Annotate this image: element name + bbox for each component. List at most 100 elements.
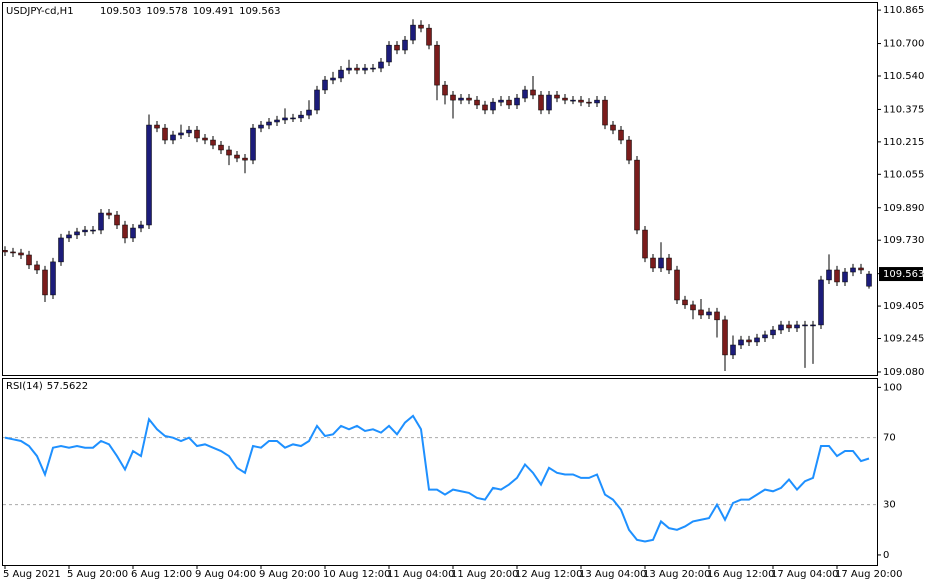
y-tick-label: 110.540 [883, 71, 924, 82]
candle-body [290, 117, 296, 120]
candle-body [754, 337, 760, 343]
x-tick-label: 17 Aug 20:00 [835, 569, 902, 580]
candle-body [106, 212, 112, 216]
price-label-box [879, 267, 923, 282]
y-tick-label: 110.215 [883, 137, 924, 148]
candle-body [218, 144, 224, 151]
candle-body [10, 251, 16, 254]
x-tick-label: 11 Aug 04:00 [387, 569, 454, 580]
candle-body [706, 311, 712, 316]
candle-body [338, 69, 344, 79]
candle-body [330, 77, 336, 81]
x-tick-label: 6 Aug 12:00 [131, 569, 192, 580]
candle-body [786, 324, 792, 329]
y-tick-label: 110.375 [883, 104, 924, 115]
y-tick-label: 109.730 [883, 235, 924, 246]
candle-body [114, 214, 120, 226]
candle-body [762, 334, 768, 339]
candle-body [42, 269, 48, 296]
candle-body [66, 234, 72, 239]
candle-body [466, 97, 472, 101]
candle-body [82, 229, 88, 233]
candle-body [506, 99, 512, 106]
candle-body [714, 311, 720, 321]
candle-body [530, 89, 536, 96]
candle-body [858, 267, 864, 271]
x-tick-label: 13 Aug 04:00 [579, 569, 646, 580]
candle-body [434, 44, 440, 86]
candle-body [690, 304, 696, 311]
candle-body [146, 124, 152, 226]
candle-body [370, 67, 376, 70]
candle-body [282, 117, 288, 121]
candle-body [378, 61, 384, 69]
candle-body [802, 324, 808, 327]
candle-body [178, 132, 184, 136]
x-tick-label: 11 Aug 20:00 [451, 569, 518, 580]
candle-body [730, 344, 736, 356]
header-open: 109.503 [100, 6, 141, 17]
candle-body [866, 273, 872, 287]
rsi-value: 57.5622 [47, 381, 88, 392]
candle-body [458, 97, 464, 101]
candle-body [122, 224, 128, 239]
candle-body [50, 261, 56, 296]
candle-body [490, 101, 496, 111]
candle-body [258, 124, 264, 129]
candle-body [98, 212, 104, 231]
y-tick-label: 110.865 [883, 5, 924, 16]
candle-body [682, 299, 688, 306]
candle-body [322, 79, 328, 91]
candle-body [618, 129, 624, 141]
candle-body [514, 97, 520, 106]
candle-body [562, 97, 568, 101]
x-tick-label: 10 Aug 12:00 [323, 569, 390, 580]
candle-body [354, 67, 360, 71]
candle-body [778, 324, 784, 331]
header-high: 109.578 [146, 6, 187, 17]
candle-body [594, 99, 600, 104]
candle-body [522, 89, 528, 99]
candle-body [162, 127, 168, 141]
rsi-panel [2, 378, 878, 566]
candle-body [170, 134, 176, 141]
candle-body [194, 129, 200, 139]
y-tick-label: 109.890 [883, 203, 924, 214]
candle-body [450, 94, 456, 101]
candle-body [186, 129, 192, 134]
y-tick-label: 100 [883, 382, 902, 393]
candle-body [666, 257, 672, 271]
x-tick-label: 12 Aug 12:00 [515, 569, 582, 580]
candle-body [474, 99, 480, 106]
candle-body [650, 257, 656, 269]
candle-body [482, 104, 488, 111]
x-tick-label: 5 Aug 2021 [3, 569, 61, 580]
x-tick-label: 16 Aug 12:00 [707, 569, 774, 580]
y-tick-label: 109.245 [883, 334, 924, 345]
candle-body [850, 267, 856, 273]
candle-body [210, 139, 216, 146]
x-tick-label: 9 Aug 04:00 [195, 569, 256, 580]
candle-body [722, 319, 728, 356]
candle-body [538, 94, 544, 111]
candle-body [642, 229, 648, 259]
candle-body [346, 67, 352, 71]
candle-body [2, 250, 8, 253]
candle-body [570, 99, 576, 102]
candle-body [386, 44, 392, 63]
candle-body [274, 119, 280, 123]
candle-body [634, 159, 640, 231]
candle-body [498, 99, 504, 103]
candle-body [770, 329, 776, 336]
candle-body [626, 139, 632, 161]
x-tick-label: 13 Aug 20:00 [643, 569, 710, 580]
candle-body [250, 127, 256, 161]
price-panel [2, 2, 878, 376]
y-tick-label: 30 [883, 500, 896, 511]
candle-body [442, 84, 448, 96]
candle-body [410, 24, 416, 41]
candle-body [834, 269, 840, 283]
candle-body [810, 324, 816, 327]
candle-body [74, 231, 80, 236]
candle-body [306, 109, 312, 116]
